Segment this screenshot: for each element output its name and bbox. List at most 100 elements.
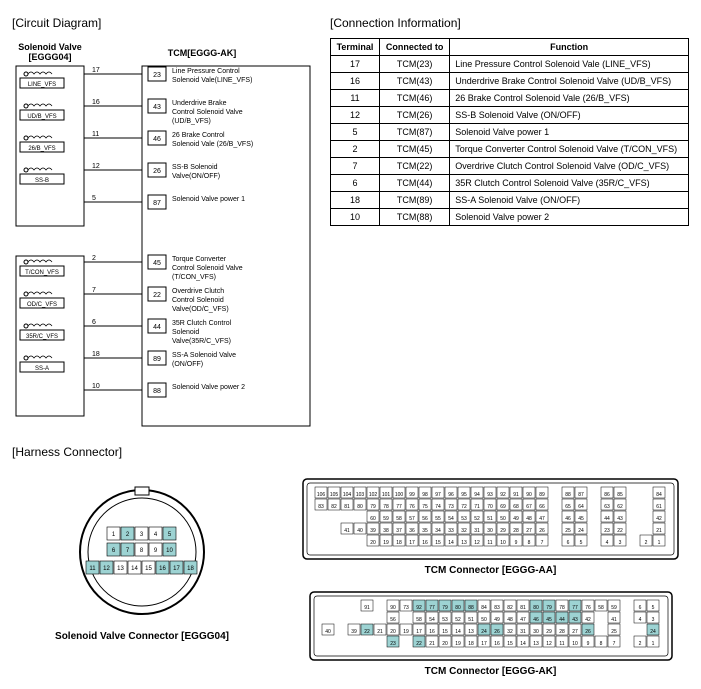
svg-text:19: 19 bbox=[455, 641, 461, 647]
svg-text:45: 45 bbox=[153, 260, 161, 267]
svg-text:1: 1 bbox=[651, 641, 654, 647]
solenoid-connector-label: Solenoid Valve Connector [EGGG04] bbox=[12, 631, 272, 642]
connection-info: [Connection Information] TerminalConnect… bbox=[330, 12, 689, 441]
svg-text:Overdrive Clutch: Overdrive Clutch bbox=[172, 288, 224, 295]
svg-text:57: 57 bbox=[409, 516, 415, 522]
svg-text:15: 15 bbox=[507, 641, 513, 647]
svg-text:89: 89 bbox=[153, 356, 161, 363]
svg-text:47: 47 bbox=[520, 617, 526, 623]
svg-text:65: 65 bbox=[565, 504, 571, 510]
svg-text:21: 21 bbox=[429, 641, 435, 647]
svg-text:23: 23 bbox=[604, 528, 610, 534]
svg-text:13: 13 bbox=[533, 641, 539, 647]
svg-text:23: 23 bbox=[390, 641, 396, 647]
svg-text:46: 46 bbox=[533, 617, 539, 623]
svg-text:45: 45 bbox=[546, 617, 552, 623]
svg-text:56: 56 bbox=[390, 617, 396, 623]
svg-text:10: 10 bbox=[572, 641, 578, 647]
svg-text:73: 73 bbox=[403, 605, 409, 611]
svg-text:77: 77 bbox=[429, 605, 435, 611]
svg-text:34: 34 bbox=[435, 528, 441, 534]
svg-text:37: 37 bbox=[396, 528, 402, 534]
svg-text:LINE_VFS: LINE_VFS bbox=[28, 82, 56, 88]
svg-text:Underdrive Brake: Underdrive Brake bbox=[172, 100, 227, 107]
svg-text:58: 58 bbox=[598, 605, 604, 611]
svg-text:Valve(OD/C_VFS): Valve(OD/C_VFS) bbox=[172, 306, 229, 313]
svg-text:78: 78 bbox=[559, 605, 565, 611]
svg-text:7: 7 bbox=[92, 287, 96, 294]
svg-text:6: 6 bbox=[567, 540, 570, 546]
svg-text:13: 13 bbox=[117, 566, 124, 572]
svg-text:84: 84 bbox=[481, 605, 487, 611]
svg-text:47: 47 bbox=[539, 516, 545, 522]
svg-text:Control Solenoid Valve: Control Solenoid Valve bbox=[172, 109, 243, 116]
svg-text:17: 17 bbox=[409, 540, 415, 546]
connection-table: TerminalConnected toFunction 17TCM(23)Li… bbox=[330, 38, 689, 226]
svg-text:26 Brake Control: 26 Brake Control bbox=[172, 132, 225, 139]
svg-text:6: 6 bbox=[92, 319, 96, 326]
svg-text:100: 100 bbox=[395, 492, 404, 498]
svg-text:44: 44 bbox=[153, 324, 161, 331]
svg-text:4: 4 bbox=[638, 617, 641, 623]
svg-text:61: 61 bbox=[656, 504, 662, 510]
svg-text:7: 7 bbox=[612, 641, 615, 647]
svg-text:104: 104 bbox=[343, 492, 352, 498]
svg-text:(UD/B_VFS): (UD/B_VFS) bbox=[172, 118, 211, 125]
svg-text:11: 11 bbox=[559, 641, 564, 647]
svg-text:26: 26 bbox=[153, 168, 161, 175]
table-row: 18TCM(89)SS-A Solenoid Valve (ON/OFF) bbox=[331, 192, 689, 209]
svg-text:82: 82 bbox=[507, 605, 513, 611]
svg-text:35: 35 bbox=[422, 528, 428, 534]
svg-text:74: 74 bbox=[435, 504, 441, 510]
svg-text:51: 51 bbox=[468, 617, 474, 623]
svg-text:88: 88 bbox=[565, 492, 571, 498]
svg-text:52: 52 bbox=[474, 516, 480, 522]
svg-text:3: 3 bbox=[651, 617, 654, 623]
svg-text:20: 20 bbox=[442, 641, 448, 647]
svg-text:96: 96 bbox=[448, 492, 454, 498]
svg-text:Control Solenoid: Control Solenoid bbox=[172, 297, 224, 304]
table-header: Function bbox=[450, 39, 689, 56]
svg-text:80: 80 bbox=[533, 605, 539, 611]
svg-text:28: 28 bbox=[559, 629, 565, 635]
svg-text:85: 85 bbox=[617, 492, 623, 498]
svg-text:105: 105 bbox=[330, 492, 339, 498]
svg-text:80: 80 bbox=[357, 504, 363, 510]
svg-text:63: 63 bbox=[604, 504, 610, 510]
solenoid-connector-svg: 123456789101112131415161718 bbox=[67, 477, 217, 627]
table-row: 7TCM(22)Overdrive Clutch Control Solenoi… bbox=[331, 158, 689, 175]
svg-text:12: 12 bbox=[546, 641, 552, 647]
table-header: Terminal bbox=[331, 39, 380, 56]
svg-text:50: 50 bbox=[481, 617, 487, 623]
svg-text:45: 45 bbox=[578, 516, 584, 522]
svg-text:15: 15 bbox=[442, 629, 448, 635]
svg-text:94: 94 bbox=[474, 492, 480, 498]
svg-text:32: 32 bbox=[461, 528, 467, 534]
svg-text:66: 66 bbox=[539, 504, 545, 510]
svg-text:18: 18 bbox=[92, 351, 100, 358]
svg-text:9: 9 bbox=[515, 540, 518, 546]
svg-text:68: 68 bbox=[513, 504, 519, 510]
svg-text:20: 20 bbox=[390, 629, 396, 635]
svg-text:OD/C_VFS: OD/C_VFS bbox=[27, 302, 57, 308]
svg-text:40: 40 bbox=[357, 528, 363, 534]
table-row: 5TCM(87)Solenoid Valve power 1 bbox=[331, 124, 689, 141]
svg-text:102: 102 bbox=[369, 492, 378, 498]
svg-text:89: 89 bbox=[539, 492, 545, 498]
svg-text:67: 67 bbox=[526, 504, 532, 510]
svg-text:92: 92 bbox=[416, 605, 422, 611]
svg-text:27: 27 bbox=[526, 528, 532, 534]
svg-text:99: 99 bbox=[409, 492, 415, 498]
svg-text:43: 43 bbox=[572, 617, 578, 623]
svg-text:11: 11 bbox=[92, 131, 99, 138]
svg-text:64: 64 bbox=[578, 504, 584, 510]
svg-text:22: 22 bbox=[416, 641, 422, 647]
svg-text:76: 76 bbox=[585, 605, 591, 611]
table-row: 12TCM(26)SS-B Solenoid Valve (ON/OFF) bbox=[331, 107, 689, 124]
tcm-ak-label: TCM Connector [EGGG-AK] bbox=[292, 666, 689, 677]
svg-text:43: 43 bbox=[153, 104, 161, 111]
table-row: 11TCM(46)26 Brake Control Solenoid Vale … bbox=[331, 90, 689, 107]
svg-text:10: 10 bbox=[500, 540, 506, 546]
svg-text:15: 15 bbox=[145, 566, 152, 572]
svg-text:106: 106 bbox=[317, 492, 326, 498]
